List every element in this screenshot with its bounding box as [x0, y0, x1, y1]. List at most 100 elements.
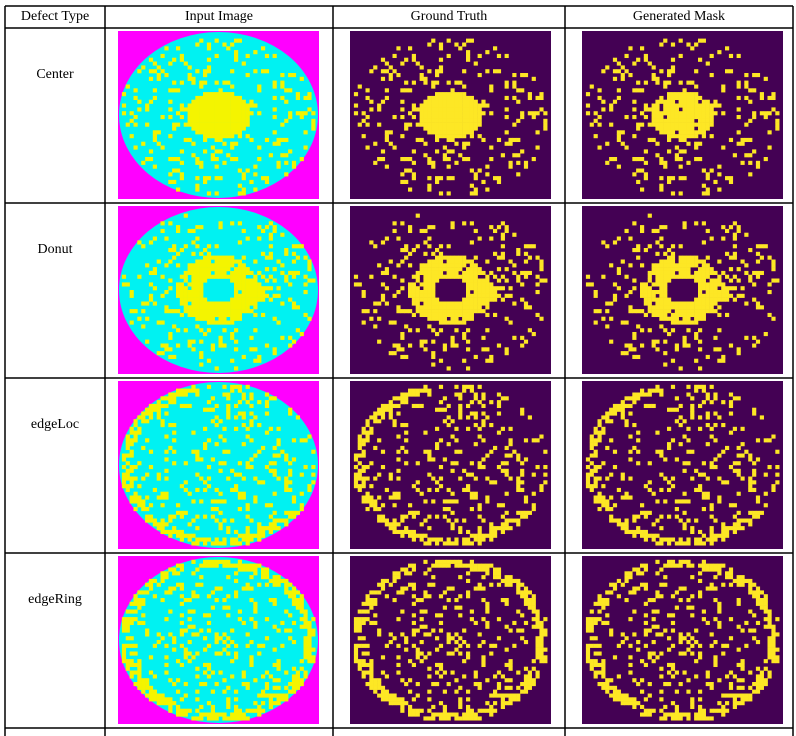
defect-pixel — [241, 491, 246, 496]
defect-pixel — [237, 107, 242, 112]
defect-pixel — [288, 282, 293, 287]
defect-pixel — [493, 643, 498, 648]
defect-pixel — [462, 335, 467, 340]
defect-pixel — [442, 263, 447, 268]
defect-pixel — [191, 126, 196, 131]
defect-pixel — [361, 134, 366, 139]
defect-pixel — [597, 438, 602, 443]
defect-pixel — [125, 609, 130, 614]
defect-pixel — [698, 541, 703, 546]
defect-pixel — [605, 507, 610, 512]
defect-pixel — [516, 590, 521, 595]
defect-pixel — [404, 309, 409, 314]
defect-pixel — [222, 312, 227, 318]
defect-pixel — [458, 126, 463, 131]
defect-pixel — [133, 499, 138, 504]
defect-pixel — [438, 384, 444, 389]
defect-pixel — [195, 183, 200, 188]
defect-pixel — [698, 270, 703, 276]
defect-pixel — [481, 286, 486, 291]
defect-pixel — [411, 80, 416, 85]
defect-pixel — [523, 164, 529, 169]
defect-pixel — [237, 286, 242, 291]
defect-pixel — [288, 628, 293, 633]
defect-pixel — [450, 526, 455, 531]
defect-pixel — [527, 510, 532, 515]
defect-pixel — [377, 582, 382, 587]
defect-pixel — [357, 442, 362, 447]
defect-pixel — [539, 259, 544, 264]
defect-pixel — [605, 244, 610, 249]
defect-pixel — [469, 130, 474, 135]
defect-pixel — [755, 620, 761, 626]
defect-pixel — [473, 122, 478, 127]
defect-pixel — [195, 594, 200, 599]
defect-pixel — [203, 107, 208, 112]
defect-pixel — [168, 172, 173, 177]
defect-pixel — [427, 122, 432, 127]
defect-pixel — [481, 518, 486, 523]
defect-pixel — [512, 578, 517, 584]
defect-pixel — [678, 499, 683, 504]
defect-pixel — [477, 643, 482, 648]
defect-pixel — [527, 270, 532, 276]
defect-pixel — [291, 674, 297, 679]
defect-pixel — [709, 282, 714, 287]
defect-pixel — [245, 529, 250, 535]
defect-pixel — [311, 655, 316, 660]
defect-pixel — [655, 430, 660, 435]
defect-pixel — [543, 111, 548, 116]
defect-pixel — [361, 670, 366, 675]
defect-pixel — [446, 651, 451, 656]
defect-pixel — [431, 259, 436, 264]
defect-pixel — [686, 270, 691, 276]
defect-pixel — [129, 476, 134, 481]
defect-pixel — [160, 636, 165, 641]
defect-pixel — [264, 176, 270, 181]
defect-pixel — [396, 309, 401, 314]
defect-pixel — [624, 320, 629, 325]
defect-pixel — [655, 297, 660, 302]
defect-pixel — [268, 526, 273, 531]
defect-pixel — [670, 103, 676, 108]
defect-pixel — [261, 526, 266, 531]
defect-pixel — [709, 426, 714, 431]
defect-pixel — [203, 445, 208, 451]
defect-pixel — [183, 274, 188, 279]
defect-pixel — [450, 92, 455, 97]
defect-pixel — [512, 73, 517, 78]
defect-pixel — [203, 426, 208, 431]
defect-pixel — [222, 640, 227, 645]
defect-pixel — [125, 468, 130, 473]
defect-pixel — [183, 712, 188, 717]
defect-pixel — [183, 278, 188, 283]
defect-pixel — [427, 457, 432, 462]
defect-pixel — [667, 563, 672, 568]
defect-pixel — [763, 605, 768, 610]
defect-pixel — [442, 115, 447, 120]
defect-pixel — [183, 533, 188, 538]
defect-pixel — [133, 88, 138, 93]
defect-pixel — [686, 305, 691, 310]
defect-pixel — [485, 297, 490, 302]
defect-pixel — [295, 328, 300, 333]
defect-pixel — [419, 267, 424, 272]
defect-pixel — [261, 693, 266, 698]
defect-pixel — [396, 575, 401, 580]
defect-pixel — [291, 620, 297, 626]
defect-pixel — [377, 438, 382, 443]
defect-pixel — [245, 267, 250, 272]
defect-pixel — [226, 107, 231, 112]
defect-pixel — [593, 438, 598, 443]
defect-pixel — [462, 221, 467, 226]
defect-pixel — [160, 701, 165, 706]
defect-pixel — [624, 396, 629, 401]
defect-pixel — [597, 434, 602, 439]
defect-pixel — [469, 168, 474, 173]
defect-pixel — [771, 624, 776, 629]
defect-pixel — [249, 309, 254, 314]
defect-pixel — [361, 499, 366, 504]
defect-pixel — [647, 480, 652, 485]
defect-pixel — [388, 495, 393, 500]
defect-pixel — [168, 533, 173, 538]
